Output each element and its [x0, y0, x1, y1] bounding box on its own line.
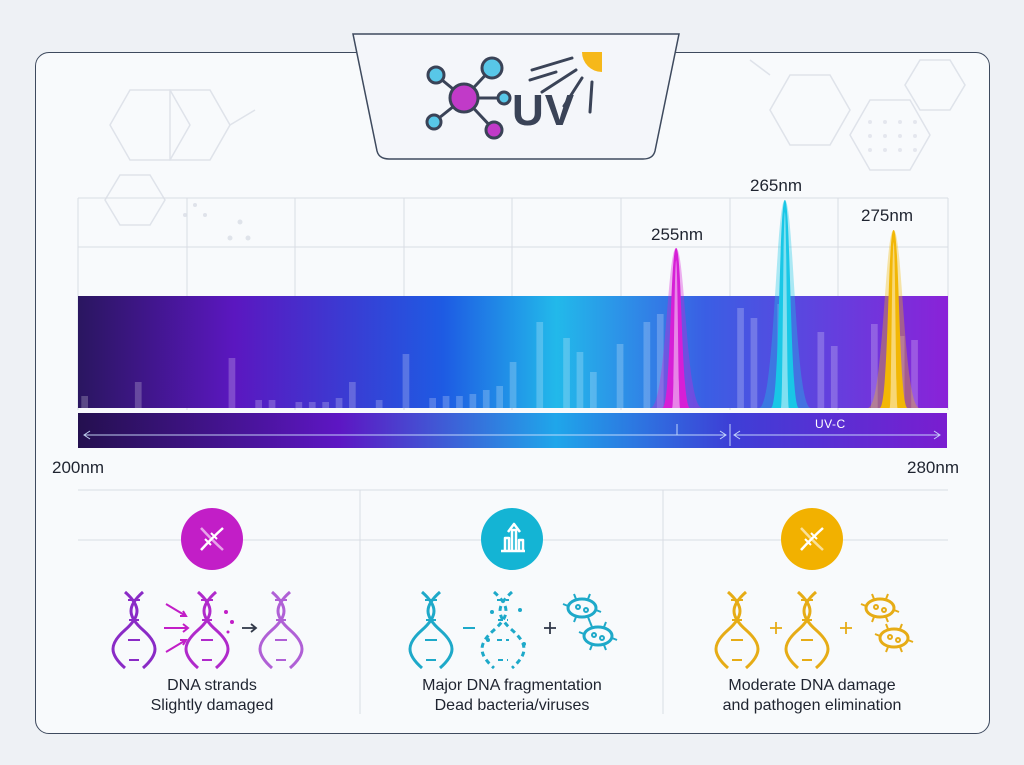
panel1-caption: DNA strands Slightly damaged	[62, 676, 362, 716]
spectrum-bar	[750, 318, 758, 408]
panel3-plus-sign-2	[840, 622, 852, 634]
panel3-caption: Moderate DNA damage and pathogen elimina…	[662, 676, 962, 716]
spectrum-bar	[576, 352, 584, 408]
spectrum-bar	[456, 396, 463, 408]
spectrum-bar	[349, 382, 356, 408]
panel3-dna-helix-icon	[714, 590, 760, 670]
panel3-dna-badge-icon	[781, 508, 843, 570]
spectrum-bar	[496, 386, 503, 408]
spectrum-peaks	[650, 200, 920, 408]
panel3-plus-sign-1	[770, 622, 782, 634]
panel1-result-dna-icon	[258, 590, 304, 670]
peak-label-275: 275nm	[861, 206, 913, 225]
spectrum-bar	[335, 398, 343, 408]
panel2-caption: Major DNA fragmentation Dead bacteria/vi…	[362, 676, 662, 716]
panel2-caption-line1: Major DNA fragmentation	[422, 677, 602, 694]
peak-core	[780, 212, 789, 408]
spectrum-bar	[737, 308, 744, 408]
spectrum-bar	[482, 390, 490, 408]
spectrum-bar	[616, 344, 624, 408]
peak-255	[662, 248, 691, 408]
peak-label-255: 255nm	[651, 225, 703, 244]
panel2-bar-arrow-badge-icon	[481, 508, 543, 570]
panel1-dna-badge-icon	[181, 508, 243, 570]
panel1-fragment-dots	[224, 610, 234, 634]
panel2-fragmented-dna-icon	[480, 590, 526, 670]
spectrum-bar	[911, 340, 918, 408]
panel2-bacteria-icon	[561, 592, 619, 652]
spectrum-bar	[308, 402, 316, 408]
dot-grid-pattern	[868, 120, 917, 152]
molecule-icon	[425, 56, 512, 140]
peak-label-265: 265nm	[750, 176, 802, 195]
peak-core	[672, 260, 681, 408]
peak-core	[889, 242, 898, 408]
spectrum-bar	[255, 400, 262, 408]
x-axis-min-label: 200nm	[52, 458, 104, 477]
spectrum-bar	[134, 382, 142, 408]
panel1-caption-line1: DNA strands	[167, 677, 257, 694]
uv-text: UV	[512, 86, 576, 135]
spectrum-bar	[643, 322, 651, 408]
spectrum-bar	[830, 346, 838, 408]
spectrum-bar	[429, 398, 436, 408]
panel2-plus-sign	[544, 622, 556, 634]
spectrum-bar	[536, 322, 544, 408]
spectrum-bar	[268, 400, 276, 408]
spectrum-bar	[871, 324, 878, 408]
spectrum-bar	[81, 396, 88, 408]
spectrum-bar	[469, 394, 477, 408]
panel1-dna-helix-icon	[111, 590, 157, 670]
panel1-uv-arrows-icon	[164, 603, 190, 653]
sun-icon	[528, 52, 602, 114]
panel1-damaged-dna-icon	[184, 590, 230, 670]
panel3-partial-dna-icon	[784, 590, 830, 670]
peak-265	[770, 200, 799, 408]
x-axis-max-label: 280nm	[907, 458, 959, 477]
spectrum-bar	[563, 338, 570, 408]
panel3-caption-line1: Moderate DNA damage	[728, 677, 896, 694]
spectrum-bar	[375, 400, 383, 408]
spectrum-bar	[509, 362, 517, 408]
spectrum-bar	[590, 372, 597, 408]
uvc-band-label: UV-C	[815, 417, 846, 431]
axis-arrows	[83, 424, 941, 446]
panel1-caption-line2: Slightly damaged	[150, 697, 274, 714]
uv-spectrum-chart	[77, 197, 949, 448]
spectrum-bar	[228, 358, 236, 408]
spectrum-bar	[295, 402, 303, 408]
panel2-fragment-dots	[486, 608, 526, 646]
spectrum-bar	[322, 402, 329, 408]
peak-275	[879, 230, 908, 408]
spectrum-bar	[442, 396, 450, 408]
panel2-caption-line2: Dead bacteria/viruses	[434, 697, 590, 714]
spectrum-bar	[817, 332, 825, 408]
wavelength-axis-bar	[78, 413, 947, 448]
spectrum-bar	[402, 354, 410, 408]
spectrum-bar	[656, 314, 664, 408]
panel3-caption-line2: and pathogen elimination	[722, 697, 902, 714]
panel1-arrow-icon	[242, 623, 258, 633]
panel2-dna-helix-icon	[408, 590, 454, 670]
spectrum-band	[78, 296, 948, 408]
panel3-pathogen-icon	[859, 592, 915, 654]
